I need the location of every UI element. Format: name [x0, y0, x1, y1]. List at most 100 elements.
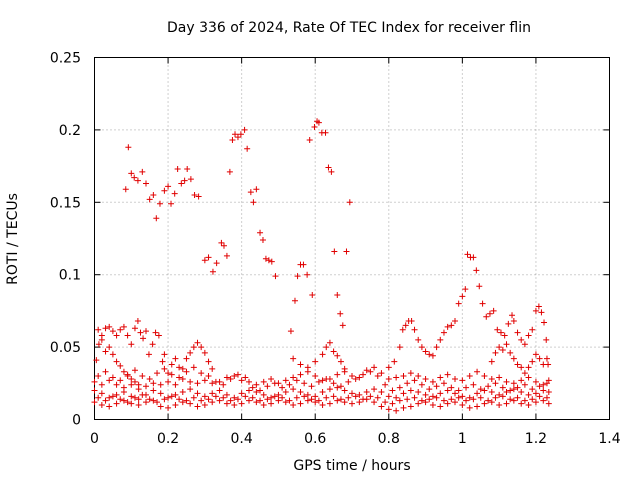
data-point [244, 145, 251, 152]
data-point [194, 380, 201, 387]
data-point [168, 200, 175, 207]
data-point [334, 371, 341, 378]
data-point [463, 384, 470, 391]
x-tick-label: 0.6 [304, 431, 326, 447]
data-point [402, 322, 409, 329]
data-point [521, 381, 528, 388]
data-point [429, 402, 436, 409]
data-point [507, 349, 514, 356]
data-point [260, 402, 267, 409]
data-point [271, 393, 278, 400]
data-point [286, 381, 293, 388]
data-point [339, 322, 346, 329]
data-point [238, 390, 245, 397]
data-point [422, 348, 429, 355]
data-point [242, 374, 249, 381]
data-point [145, 351, 152, 358]
data-point [488, 399, 495, 406]
data-point [374, 373, 381, 380]
data-point [272, 273, 279, 280]
data-point [334, 352, 341, 359]
data-point [529, 326, 536, 333]
data-point [128, 393, 135, 400]
data-point [476, 283, 483, 290]
data-point [290, 355, 297, 362]
data-point [385, 406, 392, 413]
data-point [525, 374, 532, 381]
data-point [356, 374, 363, 381]
data-point [503, 378, 510, 385]
data-point [253, 399, 260, 406]
data-point [268, 375, 275, 382]
data-point [345, 378, 352, 385]
data-point [536, 393, 543, 400]
x-tick-label: 0.8 [378, 431, 400, 447]
data-point [293, 377, 300, 384]
data-point [297, 371, 304, 378]
data-point [356, 399, 363, 406]
data-point [282, 388, 289, 395]
data-point [496, 391, 503, 398]
data-point [455, 394, 462, 401]
data-point [205, 254, 212, 261]
data-point [499, 384, 506, 391]
data-point [306, 137, 313, 144]
data-point [422, 375, 429, 382]
data-point [139, 373, 146, 380]
data-point [393, 374, 400, 381]
data-point [117, 362, 124, 369]
data-point [433, 394, 440, 401]
x-tick-label: 0.2 [157, 431, 179, 447]
data-point [113, 358, 120, 365]
data-point [184, 165, 191, 172]
data-point [337, 358, 344, 365]
data-point [131, 174, 138, 181]
data-point [371, 386, 378, 393]
data-point [187, 349, 194, 356]
data-point [399, 326, 406, 333]
data-point [209, 365, 216, 372]
data-point [135, 402, 142, 409]
data-point [349, 373, 355, 380]
data-point [161, 365, 168, 372]
data-point [143, 328, 149, 335]
data-point [172, 355, 179, 362]
data-point [319, 402, 326, 409]
x-tick-label: 1.4 [598, 431, 620, 447]
data-point [190, 344, 197, 351]
data-point [440, 397, 447, 404]
data-point [98, 390, 105, 397]
data-point [343, 248, 350, 255]
data-point [466, 394, 473, 401]
data-point [190, 364, 197, 371]
data-point [525, 391, 532, 398]
data-point [95, 341, 102, 348]
data-point [209, 399, 216, 406]
data-point [407, 387, 414, 394]
data-point [532, 378, 539, 385]
data-point [213, 260, 220, 267]
data-point [494, 326, 501, 333]
data-point [246, 378, 252, 385]
data-point [418, 397, 425, 404]
data-point [150, 380, 157, 387]
data-point [134, 177, 141, 184]
data-point [422, 391, 429, 398]
data-point [444, 387, 451, 394]
data-point [109, 393, 116, 400]
data-point [330, 380, 337, 387]
data-point [407, 370, 414, 377]
data-point [98, 381, 105, 388]
data-point [481, 387, 488, 394]
data-point [249, 384, 256, 391]
data-point [466, 404, 473, 411]
data-point [341, 368, 348, 375]
data-point [181, 177, 188, 184]
data-point [297, 400, 304, 407]
data-point [459, 393, 466, 400]
data-point [400, 390, 407, 397]
data-point [437, 374, 444, 381]
data-point [363, 367, 370, 374]
data-point [304, 391, 311, 398]
data-point [334, 384, 341, 391]
